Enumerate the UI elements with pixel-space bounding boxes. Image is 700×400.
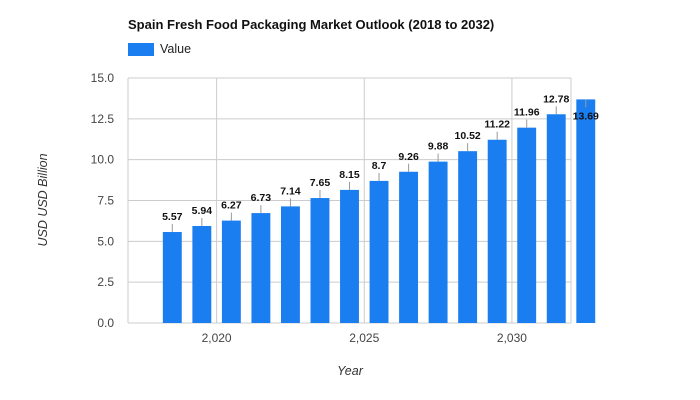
data-label: 6.27 bbox=[221, 200, 242, 212]
bar bbox=[399, 171, 419, 323]
bar bbox=[517, 127, 537, 323]
legend[interactable]: Value bbox=[128, 41, 191, 57]
bar bbox=[221, 220, 241, 323]
bar bbox=[458, 151, 478, 323]
x-tick-label: 2,020 bbox=[202, 331, 232, 345]
y-tick-label: 12.5 bbox=[91, 112, 115, 126]
bar bbox=[576, 99, 596, 323]
data-label: 7.14 bbox=[280, 185, 301, 197]
bar bbox=[546, 114, 566, 323]
y-tick-label: 5.0 bbox=[97, 234, 114, 248]
y-tick-label: 7.5 bbox=[97, 194, 114, 208]
bar bbox=[340, 189, 359, 323]
bar bbox=[162, 232, 182, 323]
legend-label: Value bbox=[160, 42, 192, 56]
x-axis-title: Year bbox=[337, 364, 363, 378]
legend-swatch bbox=[128, 42, 154, 56]
data-label: 6.73 bbox=[251, 192, 272, 204]
bar bbox=[251, 213, 271, 323]
data-label: 8.15 bbox=[339, 169, 360, 181]
data-label: 9.88 bbox=[428, 141, 449, 153]
y-tick-label: 15.0 bbox=[91, 71, 115, 85]
y-tick-label: 10.0 bbox=[91, 153, 115, 167]
bar bbox=[428, 161, 448, 323]
data-label: 5.57 bbox=[162, 211, 183, 223]
data-label: 10.52 bbox=[454, 130, 480, 142]
axis-ticks: 0.0 2.5 5.0 7.5 10.0 12.5 15.0 2,020 2,025 2,030 bbox=[91, 71, 528, 345]
data-label: 12.78 bbox=[543, 93, 569, 105]
data-label: 13.69 bbox=[573, 110, 599, 122]
bar bbox=[280, 206, 300, 323]
bar bbox=[192, 225, 212, 323]
chart-title: Spain Fresh Food Packaging Market Outloo… bbox=[128, 17, 495, 32]
data-label: 8.7 bbox=[372, 160, 387, 172]
data-label: 5.94 bbox=[192, 205, 213, 217]
data-label: 11.22 bbox=[484, 119, 510, 131]
bar bbox=[310, 198, 330, 323]
bar bbox=[369, 180, 389, 323]
bars bbox=[162, 99, 596, 323]
data-label: 11.96 bbox=[514, 107, 540, 119]
x-tick-label: 2,025 bbox=[349, 331, 379, 345]
data-label: 7.65 bbox=[310, 177, 331, 189]
bar bbox=[487, 139, 507, 323]
data-labels: 5.57 5.94 6.27 6.73 7.14 7.65 8.15 8.7 9.26 9.88 1… bbox=[162, 93, 599, 233]
data-label: 9.26 bbox=[398, 151, 419, 163]
y-tick-label: 0.0 bbox=[97, 316, 114, 330]
x-tick-label: 2,030 bbox=[497, 331, 527, 345]
y-tick-label: 2.5 bbox=[97, 275, 114, 289]
